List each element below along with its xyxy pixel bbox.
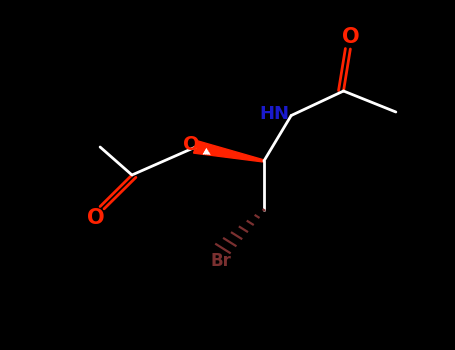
Text: Br: Br [210, 252, 231, 270]
Polygon shape [193, 141, 264, 162]
Text: O: O [342, 27, 359, 47]
Text: O: O [183, 135, 199, 154]
Text: ▶: ▶ [201, 146, 213, 159]
Text: O: O [87, 208, 104, 228]
Text: HN: HN [259, 105, 289, 123]
